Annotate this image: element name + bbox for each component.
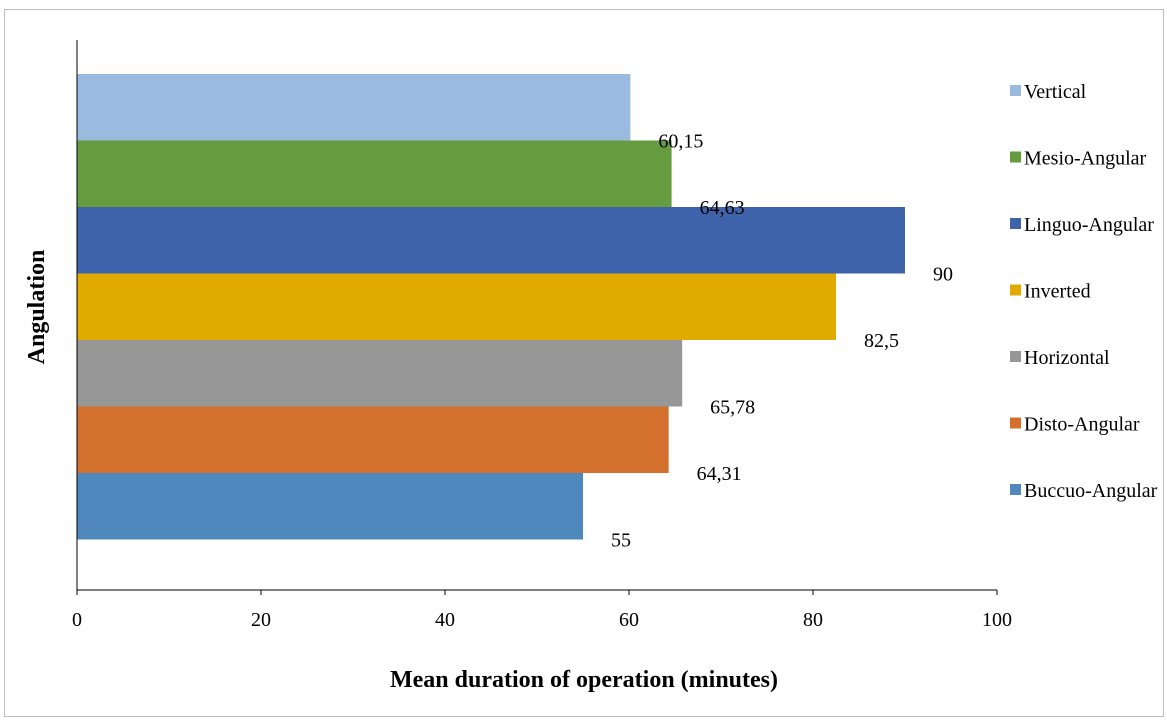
data-labels-group: 60,15 64,63 90 82,5 65,78 64,31 55	[611, 131, 953, 552]
legend-label-horizontal: Horizontal	[1024, 347, 1110, 369]
legend-label-vertical: Vertical	[1024, 81, 1087, 103]
data-label-buccuo-angular: 55	[611, 530, 631, 552]
legend-swatch-vertical	[1010, 85, 1021, 96]
x-tick-label: 80	[803, 609, 823, 631]
x-tick-label: 60	[619, 609, 639, 631]
x-tick-label: 100	[982, 609, 1012, 631]
legend-swatch-buccuo-angular	[1010, 484, 1021, 495]
y-axis-title: Angulation	[24, 250, 50, 365]
x-tick-label: 20	[251, 609, 271, 631]
data-label-inverted: 82,5	[864, 330, 899, 352]
legend-label-inverted: Inverted	[1024, 281, 1091, 303]
legend: Vertical Mesio-Angular Linguo-Angular Inver…	[1010, 81, 1158, 502]
legend-label-disto-angular: Disto-Angular	[1024, 414, 1140, 436]
data-label-linguo-angular: 90	[933, 264, 953, 286]
legend-swatch-linguo-angular	[1010, 218, 1021, 229]
legend-swatch-inverted	[1010, 284, 1021, 296]
legend-swatch-horizontal	[1010, 351, 1021, 362]
bar-linguo-angular	[77, 207, 905, 274]
x-tick-label: 0	[72, 609, 82, 631]
bar-horizontal	[77, 340, 683, 407]
data-label-mesio-angular: 64,63	[700, 197, 745, 219]
data-label-horizontal: 65,78	[710, 397, 755, 419]
legend-label-buccuo-angular: Buccuo-Angular	[1024, 480, 1158, 502]
bar-vertical	[77, 74, 631, 141]
x-ticks-group: 0 20 40 60 80 100	[72, 590, 1012, 631]
data-label-disto-angular: 64,31	[697, 463, 742, 485]
legend-label-mesio-angular: Mesio-Angular	[1024, 148, 1147, 170]
legend-swatch-mesio-angular	[1010, 151, 1021, 163]
bars-group	[77, 74, 905, 540]
legend-swatch-disto-angular	[1010, 417, 1021, 429]
bar-disto-angular	[77, 406, 669, 473]
bar-inverted	[77, 273, 836, 340]
data-label-vertical: 60,15	[658, 131, 703, 153]
x-tick-label: 40	[435, 609, 455, 631]
bar-buccuo-angular	[77, 473, 583, 540]
bar-mesio-angular	[77, 140, 672, 207]
x-axis-title: Mean duration of operation (minutes)	[390, 667, 778, 693]
legend-label-linguo-angular: Linguo-Angular	[1024, 214, 1154, 236]
